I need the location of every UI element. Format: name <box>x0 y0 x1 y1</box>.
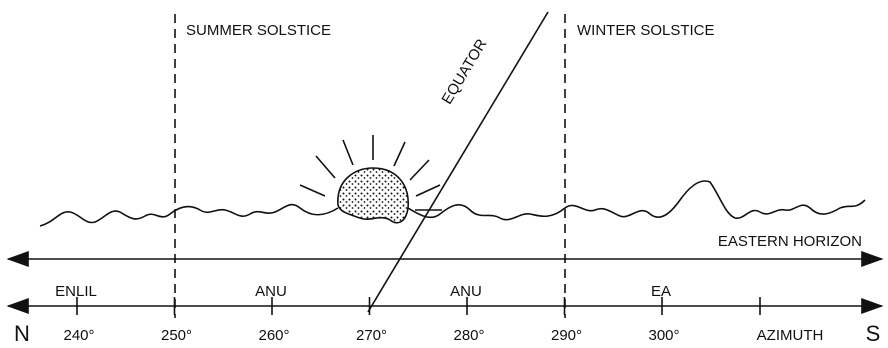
solstice-label: SUMMER SOLSTICE <box>186 22 331 39</box>
equator-label: EQUATOR <box>439 36 491 107</box>
tick-label: 260° <box>258 327 289 344</box>
horizon-label: EASTERN HORIZON <box>718 233 862 250</box>
region-label: ANU <box>450 283 482 300</box>
tick-label: 280° <box>453 327 484 344</box>
region-label: ENLIL <box>55 283 97 300</box>
solstice-label: WINTER SOLSTICE <box>577 22 715 39</box>
diagram: SUMMER SOLSTICE WINTER SOLSTICE EQUATOR … <box>0 0 888 348</box>
region-label: EA <box>651 283 671 300</box>
tick-label: 300° <box>648 327 679 344</box>
region-label: ANU <box>255 283 287 300</box>
tick-label: 270° <box>356 327 387 344</box>
north-label: N <box>14 321 30 346</box>
sun <box>300 135 442 223</box>
south-label: S <box>866 321 881 346</box>
horizon-line <box>40 181 865 226</box>
tick-label: 290° <box>551 327 582 344</box>
tick-label: 250° <box>161 327 192 344</box>
azimuth-label: AZIMUTH <box>757 327 824 344</box>
azimuth-ticks: 240° 250° 260° 270° 280° 290° 300° <box>63 297 679 344</box>
tick-label: 240° <box>63 327 94 344</box>
